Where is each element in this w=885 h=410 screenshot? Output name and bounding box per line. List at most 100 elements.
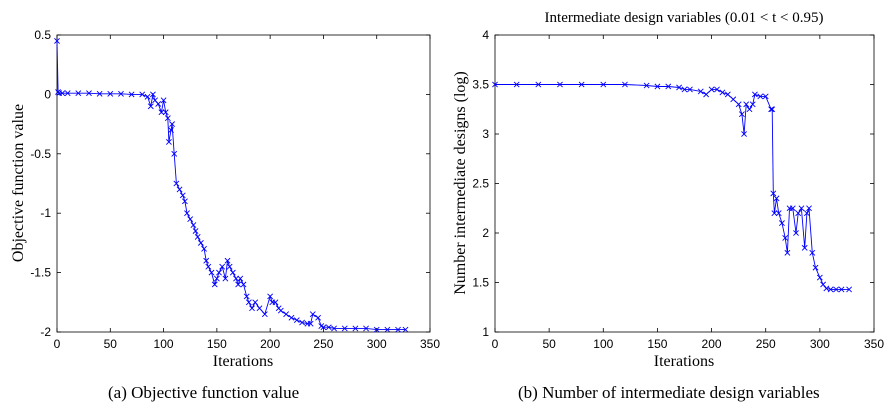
intermediate-x-tick-label: 100 xyxy=(593,337,613,351)
objective-data-point xyxy=(160,97,167,104)
objective-data-point xyxy=(226,263,233,270)
objective-data-point xyxy=(293,317,300,324)
intermediate-x-axis-label: Iterations xyxy=(654,353,714,370)
objective-x-tick-label: 100 xyxy=(154,337,174,351)
objective-data-point xyxy=(86,90,92,97)
objective-x-axis-label: Iterations xyxy=(213,353,273,370)
intermediate-data-point xyxy=(782,235,789,241)
objective-x-tick-label: 200 xyxy=(260,337,280,351)
objective-y-tick-label: -1 xyxy=(40,206,51,220)
intermediate-data-point xyxy=(719,89,726,96)
objective-x-tick-label: 300 xyxy=(367,337,387,351)
intermediate-data-point xyxy=(812,264,819,271)
objective-series-line xyxy=(56,40,406,331)
objective-data-point xyxy=(240,281,247,288)
objective-data-point xyxy=(315,314,322,321)
intermediate-y-tick-label: 1.5 xyxy=(472,276,489,290)
intermediate-y-ticks: 1 1.5 2 2.5 3 3.5 4 xyxy=(472,28,874,339)
intermediate-y-tick-label: 2 xyxy=(482,226,489,240)
intermediate-data-point xyxy=(757,93,764,100)
intermediate-data-point xyxy=(823,285,830,292)
intermediate-data-point xyxy=(809,249,816,256)
intermediate-y-tick-label: 3.5 xyxy=(472,78,489,92)
objective-x-tick-label: 350 xyxy=(420,337,440,351)
objective-data-point xyxy=(222,275,229,282)
objective-y-tick-label: 0.5 xyxy=(34,28,51,42)
intermediate-data-point xyxy=(751,91,758,98)
intermediate-data-point xyxy=(535,81,542,88)
objective-data-point xyxy=(373,326,380,333)
intermediate-y-tick-label: 3 xyxy=(482,127,489,141)
objective-data-point xyxy=(54,38,60,44)
intermediate-data-point xyxy=(746,106,753,113)
intermediate-data-point xyxy=(749,101,756,108)
objective-data-point xyxy=(184,210,190,217)
objective-data-point xyxy=(352,325,359,332)
objective-data-point xyxy=(252,299,259,306)
intermediate-data-point xyxy=(795,210,802,217)
objective-data-point xyxy=(237,275,244,282)
objective-data-point xyxy=(205,263,212,270)
objective-data-point xyxy=(277,307,284,314)
intermediate-data-point xyxy=(654,83,661,90)
objective-data-point xyxy=(267,293,274,300)
objective-data-point xyxy=(384,326,391,333)
intermediate-x-tick-label: 0 xyxy=(492,337,499,351)
intermediate-chart-title: Intermediate design variables (0.01 < t … xyxy=(545,10,824,26)
objective-data-point xyxy=(216,269,222,276)
objective-data-point xyxy=(107,90,114,97)
objective-data-point xyxy=(171,150,178,157)
objective-y-tick-label: -1.5 xyxy=(30,266,51,280)
intermediate-data-point xyxy=(735,101,742,108)
objective-data-point xyxy=(155,100,162,107)
intermediate-data-point xyxy=(798,205,805,212)
objective-data-point xyxy=(96,90,103,97)
objective-data-point xyxy=(194,234,201,240)
intermediate-data-point xyxy=(714,86,720,93)
intermediate-data-point xyxy=(784,249,791,256)
objective-y-tick-label: -0.5 xyxy=(30,147,51,161)
caption-a: (a) Objective function value xyxy=(108,383,300,402)
objective-data-point xyxy=(59,90,66,97)
intermediate-data-point xyxy=(833,286,840,293)
objective-data-point xyxy=(307,320,314,327)
objective-x-ticks: 0 50 100 150 200 250 300 350 xyxy=(54,35,440,351)
objective-data-point xyxy=(158,109,165,116)
objective-data-point xyxy=(144,93,151,100)
objective-data-point xyxy=(147,103,154,110)
intermediate-data-point xyxy=(816,274,823,281)
intermediate-y-tick-label: 1 xyxy=(482,325,489,339)
objective-data-point xyxy=(64,90,71,97)
objective-data-point xyxy=(325,324,332,331)
objective-data-point xyxy=(395,326,401,333)
intermediate-series-line xyxy=(495,84,850,290)
objective-data-point xyxy=(288,314,295,321)
intermediate-data-point xyxy=(846,286,853,293)
intermediate-data-point xyxy=(643,82,650,89)
intermediate-y-axis-label: Number intermediate designs (log) xyxy=(452,71,469,295)
intermediate-data-point xyxy=(730,96,737,103)
objective-data-point xyxy=(192,228,199,234)
intermediate-data-point xyxy=(793,230,799,236)
objective-y-tick-label: 0 xyxy=(44,87,51,101)
intermediate-data-point xyxy=(820,281,827,288)
objective-data-point xyxy=(219,263,226,270)
intermediate-data-point xyxy=(708,86,715,93)
intermediate-data-point xyxy=(741,131,747,137)
intermediate-x-tick-label: 250 xyxy=(756,337,776,351)
caption-b: (b) Number of intermediate design variab… xyxy=(518,383,820,402)
objective-data-point xyxy=(168,127,174,133)
intermediate-x-tick-label: 200 xyxy=(702,337,722,351)
objective-data-point xyxy=(261,311,268,318)
intermediate-data-point xyxy=(703,91,710,98)
objective-x-tick-label: 50 xyxy=(104,337,118,351)
objective-data-point xyxy=(118,90,124,97)
objective-data-point xyxy=(197,239,204,246)
intermediate-x-ticks: 0 50 100 150 200 250 300 350 xyxy=(492,35,884,351)
objective-data-point xyxy=(169,121,176,128)
objective-data-point xyxy=(233,275,239,282)
intermediate-data-point xyxy=(771,210,778,217)
intermediate-x-tick-label: 150 xyxy=(647,337,667,351)
objective-data-point xyxy=(213,275,220,282)
